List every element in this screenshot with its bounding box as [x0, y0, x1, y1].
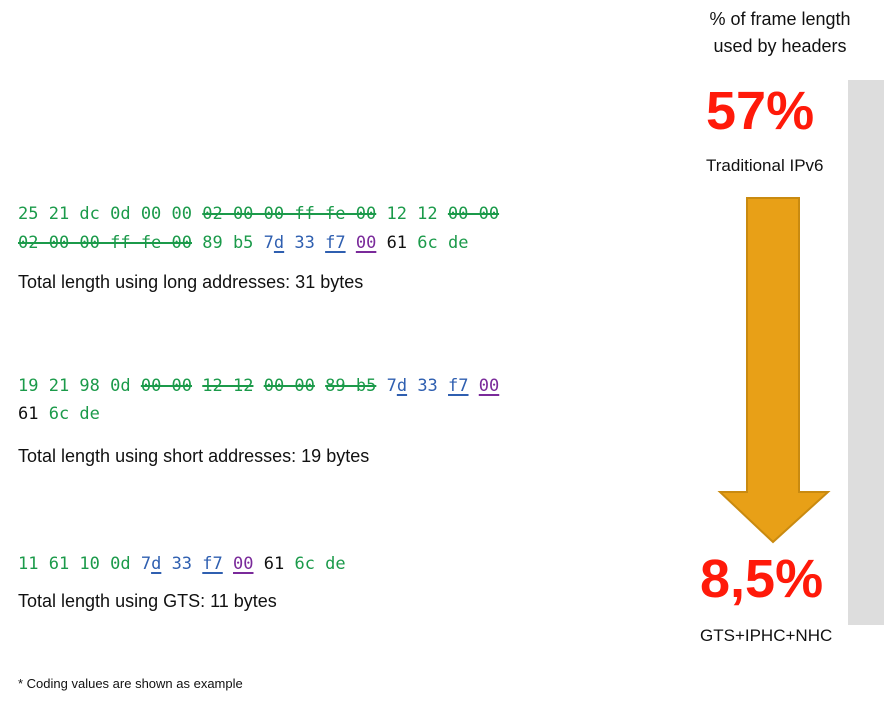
footnote: * Coding values are shown as example — [18, 676, 243, 691]
long-address-caption: Total length using long addresses: 31 by… — [18, 272, 364, 292]
top-percentage-label: Traditional IPv6 — [706, 156, 824, 175]
side-title-line-1: % of frame length — [709, 9, 851, 29]
hex-token — [346, 233, 356, 253]
hex-token: 6c de — [294, 554, 346, 574]
hex-token: 33 — [284, 233, 326, 253]
hex-token — [192, 376, 202, 396]
hex-token: 7 — [140, 554, 152, 574]
down-arrow-shape — [717, 197, 831, 544]
hex-token: 89 b5 — [192, 233, 264, 253]
hex-token: 02 00 00 ff fe 00 — [18, 233, 192, 253]
short-hex-line-1: 19 21 98 0d 00 00 12 12 00 00 89 b5 7d 3… — [18, 375, 499, 397]
gts-caption: Total length using GTS: 11 bytes — [18, 591, 277, 611]
hex-token: 00 — [355, 233, 377, 253]
hex-token: 7 — [386, 376, 397, 396]
hex-token: f7 — [448, 376, 469, 396]
hex-token — [315, 376, 325, 396]
hex-token — [253, 376, 263, 396]
hex-token: 00 — [233, 554, 254, 574]
long-hex-line-1: 25 21 dc 0d 00 00 02 00 00 ff fe 00 12 1… — [18, 203, 499, 225]
hex-token: d — [151, 554, 162, 574]
side-title-line-2: used by headers — [713, 36, 847, 56]
short-hex-line-2: 61 6c de — [18, 403, 100, 425]
hex-token: 89 b5 — [325, 376, 377, 396]
hex-token: 00 — [478, 376, 500, 396]
short-address-caption: Total length using short addresses: 19 b… — [18, 446, 370, 466]
hex-token: f7 — [325, 233, 346, 253]
hex-token: 00 00 — [263, 376, 315, 396]
down-arrow-icon — [717, 197, 831, 544]
long-hex-line-2: 02 00 00 ff fe 00 89 b5 7d 33 f7 00 61 6… — [18, 232, 468, 254]
hex-token: 33 — [161, 554, 203, 574]
bottom-percentage: 8,5% — [700, 549, 824, 609]
hex-token: 6c de — [48, 404, 100, 424]
hex-token: 19 21 98 0d — [18, 376, 141, 396]
hex-token — [376, 376, 386, 396]
hex-token: 12 12 — [376, 204, 448, 224]
side-title: % of frame length used by headers — [680, 6, 880, 60]
hex-token: 00 00 — [140, 376, 193, 396]
hex-token: f7 — [202, 554, 223, 574]
hex-token — [469, 376, 479, 396]
hex-token: 25 21 dc 0d 00 00 — [18, 204, 203, 224]
hex-token: 33 — [407, 376, 449, 396]
hex-token — [223, 554, 233, 574]
top-percentage: 57% — [706, 81, 815, 141]
hex-token: 00 00 — [447, 204, 500, 224]
hex-token: 61 — [253, 554, 295, 574]
hex-token: 12 12 — [202, 376, 254, 396]
hex-token: 11 61 10 0d — [18, 554, 141, 574]
hex-token: d — [273, 233, 285, 253]
gts-hex-line-1: 11 61 10 0d 7d 33 f7 00 61 6c de — [18, 553, 346, 575]
hex-token: 6c de — [417, 233, 469, 253]
gray-side-bar — [848, 80, 884, 625]
hex-token: 61 — [376, 233, 418, 253]
hex-token: 7 — [263, 233, 274, 253]
bottom-percentage-label: GTS+IPHC+NHC — [700, 626, 833, 645]
hex-token: d — [396, 376, 408, 396]
hex-token: 61 — [18, 404, 49, 424]
hex-token: 02 00 00 ff fe 00 — [202, 204, 377, 224]
